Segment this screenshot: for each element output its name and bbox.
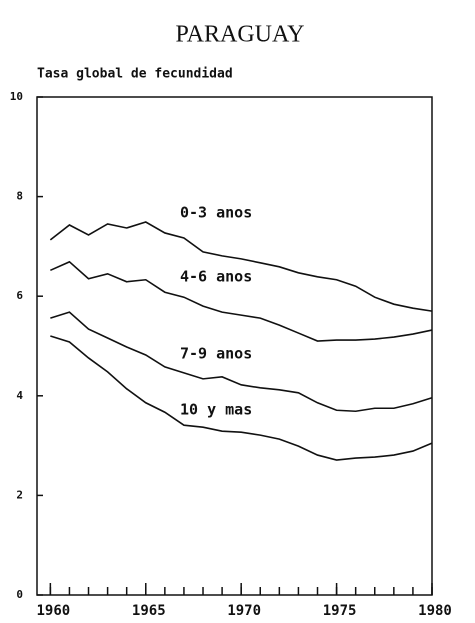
series-line: [49, 221, 433, 312]
y-tick-label: 10: [10, 90, 23, 103]
plot-frame: [36, 96, 433, 596]
y-tick-label: 8: [16, 190, 23, 203]
x-tick-label: 1980: [418, 603, 452, 619]
chart-title: PARAGUAY: [176, 22, 305, 48]
series-line: [50, 311, 433, 413]
series-line: [50, 335, 433, 461]
series-label: 10 y mas: [180, 401, 252, 419]
y-axis-label: Tasa global de fecundidad: [37, 67, 233, 82]
y-tick-label: 6: [16, 289, 23, 302]
x-tick-label: 1975: [323, 603, 357, 619]
y-tick-label: 0: [16, 588, 23, 601]
y-tick-label: 4: [16, 389, 23, 402]
x-tick-label: 1960: [36, 603, 70, 619]
series-label: 0-3 anos: [180, 204, 252, 222]
y-tick-label: 2: [16, 488, 23, 501]
x-tick-label: 1965: [132, 603, 166, 619]
series-line: [50, 260, 433, 342]
series-label: 4-6 anos: [180, 268, 252, 286]
series-label: 7-9 anos: [180, 345, 252, 363]
x-tick-label: 1970: [227, 603, 261, 619]
